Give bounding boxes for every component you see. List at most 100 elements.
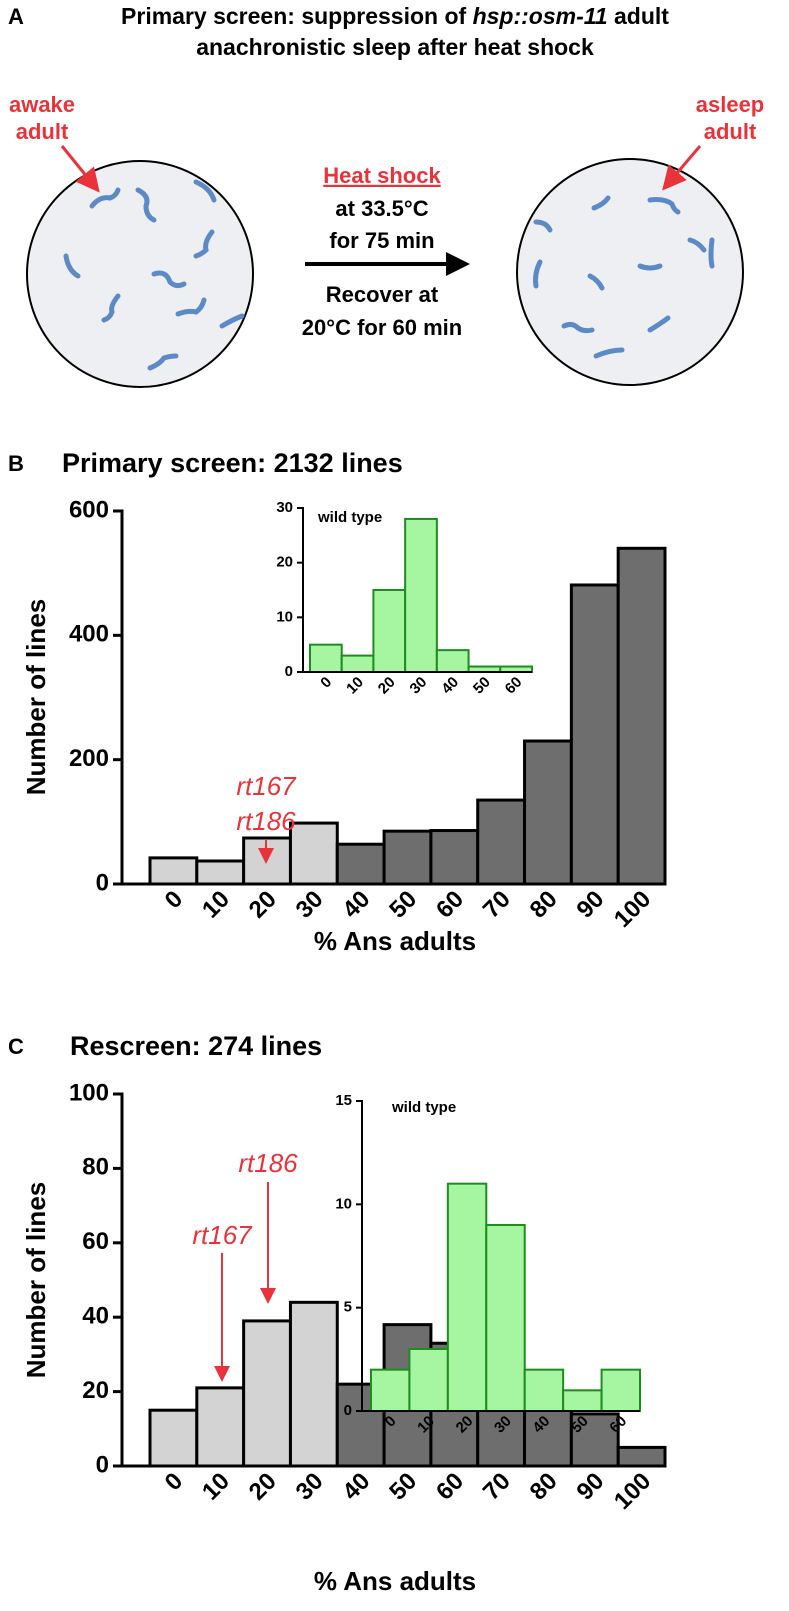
- diagram-title: Primary screen: suppression of hsp::osm-…: [121, 3, 669, 29]
- diagram-title: anachronistic sleep after heat shock: [196, 34, 594, 60]
- plate-label: adult: [16, 119, 69, 144]
- panel-label: A: [8, 4, 24, 29]
- bar: [242, 836, 292, 886]
- x-axis-label: % Ans adults: [314, 1566, 476, 1596]
- x-tick-label: 90: [572, 1468, 610, 1506]
- step: 20°C for 60 min: [302, 315, 462, 340]
- annotation: rt186: [238, 1148, 298, 1178]
- y-tick-label: 15: [335, 1092, 352, 1109]
- y-tick-label: 0: [344, 1402, 352, 1419]
- x-tick-label: 40: [438, 674, 462, 698]
- bar: [404, 517, 438, 674]
- x-tick-label: 50: [470, 674, 494, 698]
- bar: [340, 654, 375, 673]
- bar: [523, 739, 573, 886]
- panel-label: C: [8, 1034, 24, 1059]
- x-tick-label: 30: [407, 674, 431, 698]
- title-part: Primary screen: suppression of: [121, 3, 473, 29]
- bar: [569, 583, 620, 886]
- y-axis-label: Number of lines: [21, 599, 51, 795]
- chart-title: Primary screen: 2132 lines: [62, 448, 403, 478]
- step: for 75 min: [329, 228, 434, 253]
- y-tick-label: 5: [344, 1299, 352, 1316]
- y-tick-label: 100: [69, 1079, 109, 1106]
- bar: [429, 829, 480, 886]
- chart-title: wild type: [317, 509, 382, 526]
- panel-label: B: [8, 451, 24, 476]
- x-tick-label: 30: [291, 1468, 329, 1506]
- y-tick-label: 400: [69, 621, 109, 648]
- x-tick-label: 80: [525, 886, 563, 924]
- x-tick-label: 10: [343, 674, 367, 698]
- annotation: rt186: [236, 806, 296, 836]
- bar: [476, 798, 527, 886]
- bar: [148, 856, 199, 886]
- x-tick-label: 20: [244, 886, 282, 924]
- y-tick-label: 20: [82, 1377, 109, 1404]
- x-tick-label: 50: [384, 886, 422, 924]
- bar: [523, 1368, 565, 1412]
- pointer-arrow: [662, 145, 702, 191]
- pointer-arrow: [60, 145, 100, 193]
- y-tick-label: 0: [96, 1451, 109, 1478]
- x-tick-label: 40: [337, 1468, 375, 1506]
- x-tick-label: 80: [525, 1468, 563, 1506]
- bar: [195, 859, 246, 886]
- bar: [485, 1224, 526, 1412]
- plate-label: adult: [704, 119, 757, 144]
- y-axis-label: Number of lines: [21, 1182, 51, 1378]
- chart-title: Rescreen: 274 lines: [70, 1031, 322, 1061]
- bar: [242, 1319, 292, 1468]
- x-tick-label: 0: [317, 674, 335, 692]
- x-tick-label: 10: [197, 1468, 235, 1506]
- annotation: rt167: [192, 1220, 253, 1250]
- step: at 33.5°C: [335, 196, 428, 221]
- x-tick-label: 50: [384, 1468, 422, 1506]
- chart-title: wild type: [391, 1099, 456, 1116]
- y-tick-label: 200: [69, 745, 109, 772]
- bar: [616, 1445, 667, 1468]
- bar: [288, 1300, 339, 1468]
- y-tick-label: 40: [82, 1303, 109, 1330]
- bar: [382, 829, 433, 886]
- y-tick-label: 0: [285, 663, 293, 680]
- y-tick-label: 30: [276, 499, 293, 516]
- bar: [370, 1368, 411, 1412]
- bar: [195, 1386, 246, 1468]
- plate-label: asleep: [696, 92, 765, 117]
- step-heading: Heat shock: [323, 163, 441, 188]
- step: Recover at: [326, 282, 439, 307]
- x-tick-label: 30: [291, 886, 329, 924]
- x-tick-label: 100: [609, 1468, 656, 1515]
- bar: [148, 1408, 199, 1468]
- bar: [288, 821, 339, 886]
- title-part: adult: [608, 3, 670, 29]
- x-tick-label: 20: [244, 1468, 282, 1506]
- y-tick-label: 80: [82, 1154, 109, 1181]
- bar: [335, 842, 386, 886]
- worms: [63, 179, 715, 371]
- y-tick-label: 0: [96, 869, 109, 896]
- x-tick-label: 70: [478, 1468, 516, 1506]
- y-tick-label: 20: [276, 554, 293, 571]
- bar: [408, 1348, 449, 1412]
- x-tick-label: 60: [431, 886, 469, 924]
- y-tick-label: 10: [276, 608, 293, 625]
- x-tick-label: 40: [337, 886, 375, 924]
- x-tick-label: 0: [160, 1468, 189, 1497]
- plate-label: awake: [9, 92, 75, 117]
- plate: [26, 160, 254, 388]
- y-tick-label: 600: [69, 496, 109, 523]
- x-tick-label: 60: [431, 1468, 469, 1506]
- plate: [516, 158, 744, 386]
- bar: [435, 649, 470, 674]
- x-tick-label: 10: [197, 886, 235, 924]
- title-part: hsp::osm-11: [473, 3, 608, 29]
- x-tick-label: 70: [478, 886, 516, 924]
- bar: [600, 1368, 641, 1412]
- bar: [372, 589, 407, 673]
- x-tick-label: 90: [572, 886, 610, 924]
- x-tick-label: 0: [160, 886, 189, 915]
- bar: [446, 1182, 488, 1412]
